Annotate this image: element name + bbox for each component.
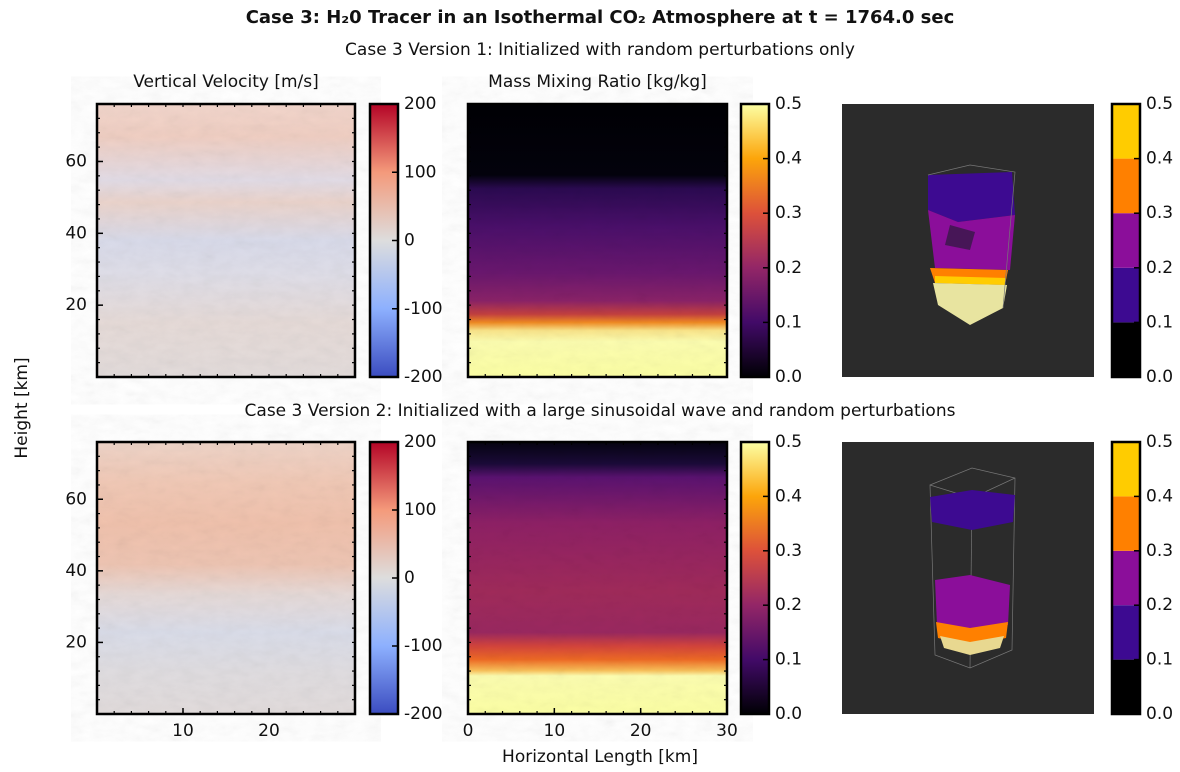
colorbar-tick-label: 0.2 xyxy=(1146,258,1173,278)
colorbar-frame xyxy=(739,440,771,716)
colorbar-bin xyxy=(1112,496,1140,551)
x-tick-label: 20 xyxy=(630,721,652,741)
colorbar-frame xyxy=(1110,102,1142,379)
plot-frame xyxy=(466,102,729,379)
colorbar-tick-label: 0.0 xyxy=(1146,367,1173,387)
colorbar-tick-label: 0.4 xyxy=(775,149,802,169)
colorbar-tick-label: 200 xyxy=(404,94,436,114)
volume-render xyxy=(842,104,1094,377)
x-tick-label: 30 xyxy=(716,721,738,741)
panel-title: Mass Mixing Ratio [kg/kg] xyxy=(488,72,707,92)
y-tick-label: 20 xyxy=(65,632,87,652)
y-tick-label: 40 xyxy=(65,223,87,243)
colorbar-tick-label: 0.5 xyxy=(775,432,802,452)
colorbar-bin xyxy=(1112,659,1140,714)
colorbar-bin xyxy=(1112,322,1140,377)
heatmap-texture xyxy=(97,104,355,377)
colorbar-frame xyxy=(1110,440,1142,716)
colorbar-tick-label: 0.4 xyxy=(1146,149,1173,169)
colorbar-tick-label: 0.0 xyxy=(775,367,802,387)
colorbar-tick-label: 0.1 xyxy=(775,312,802,332)
colorbar-tick-label: 0.0 xyxy=(775,704,802,724)
colorbar-bin xyxy=(1112,605,1140,660)
colorbar-tick-label: -100 xyxy=(404,636,443,656)
row-title: Case 3 Version 2: Initialized with a lar… xyxy=(245,401,956,421)
colorbar-tick-label: 200 xyxy=(404,432,436,452)
colorbar-tick-label: 0 xyxy=(404,568,415,588)
colorbar-bin xyxy=(1112,104,1140,159)
colorbar-tick-label: 0.4 xyxy=(1146,486,1173,506)
colorbar-tick-label: 0.1 xyxy=(1146,312,1173,332)
colorbar-tick-label: 0.0 xyxy=(1146,704,1173,724)
figure-title: Case 3: H₂0 Tracer in an Isothermal CO₂ … xyxy=(246,7,955,28)
colorbar-tick-label: 0.1 xyxy=(1146,650,1173,670)
colorbar-frame xyxy=(739,102,771,379)
colorbar-tick-label: -200 xyxy=(404,704,443,724)
row-title: Case 3 Version 1: Initialized with rando… xyxy=(345,40,855,60)
x-tick-label: 10 xyxy=(172,721,194,741)
heatmap-texture xyxy=(468,442,727,714)
x-tick-label: 10 xyxy=(544,721,566,741)
x-tick-label: 0 xyxy=(463,721,474,741)
volume-render xyxy=(842,442,1094,714)
colorbar-tick-label: 0.3 xyxy=(775,203,802,223)
colorbar-bin xyxy=(1112,442,1140,497)
y-axis-label: Height [km] xyxy=(12,357,32,458)
colorbar-tick-label: 0.2 xyxy=(775,595,802,615)
colorbar-tick-label: 0.5 xyxy=(775,94,802,114)
colorbar-tick-label: 0.4 xyxy=(775,486,802,506)
colorbar-tick-label: 0.2 xyxy=(775,258,802,278)
plot-frame xyxy=(95,440,357,716)
colorbar xyxy=(741,104,769,377)
colorbar-tick-label: 0 xyxy=(404,231,415,251)
colorbar-tick-label: 0.3 xyxy=(1146,203,1173,223)
colorbar-tick-label: 0.5 xyxy=(1146,94,1173,114)
y-tick-label: 60 xyxy=(65,151,87,171)
y-tick-label: 20 xyxy=(65,295,87,315)
colorbar-bin xyxy=(1112,158,1140,214)
heatmap-texture xyxy=(468,104,727,377)
colorbar-bin xyxy=(1112,213,1140,268)
colorbar-tick-label: -100 xyxy=(404,299,443,319)
colorbar-bin xyxy=(1112,267,1140,323)
colorbar-bin xyxy=(1112,550,1140,606)
colorbar xyxy=(741,442,769,714)
x-tick-label: 20 xyxy=(258,721,280,741)
colorbar-tick-label: 0.3 xyxy=(1146,541,1173,561)
plot-frame xyxy=(466,440,729,716)
colorbar-tick-label: 0.1 xyxy=(775,650,802,670)
colorbar-tick-label: 100 xyxy=(404,162,436,182)
y-tick-label: 40 xyxy=(65,561,87,581)
y-tick-label: 60 xyxy=(65,489,87,509)
colorbar-tick-label: 100 xyxy=(404,500,436,520)
colorbar-tick-label: 0.2 xyxy=(1146,595,1173,615)
panel-title: Vertical Velocity [m/s] xyxy=(133,72,319,92)
colorbar-tick-label: 0.5 xyxy=(1146,432,1173,452)
colorbar-tick-label: -200 xyxy=(404,367,443,387)
x-axis-label: Horizontal Length [km] xyxy=(502,747,698,767)
heatmap-texture xyxy=(97,442,355,714)
plot-frame xyxy=(95,102,357,379)
colorbar-tick-label: 0.3 xyxy=(775,541,802,561)
